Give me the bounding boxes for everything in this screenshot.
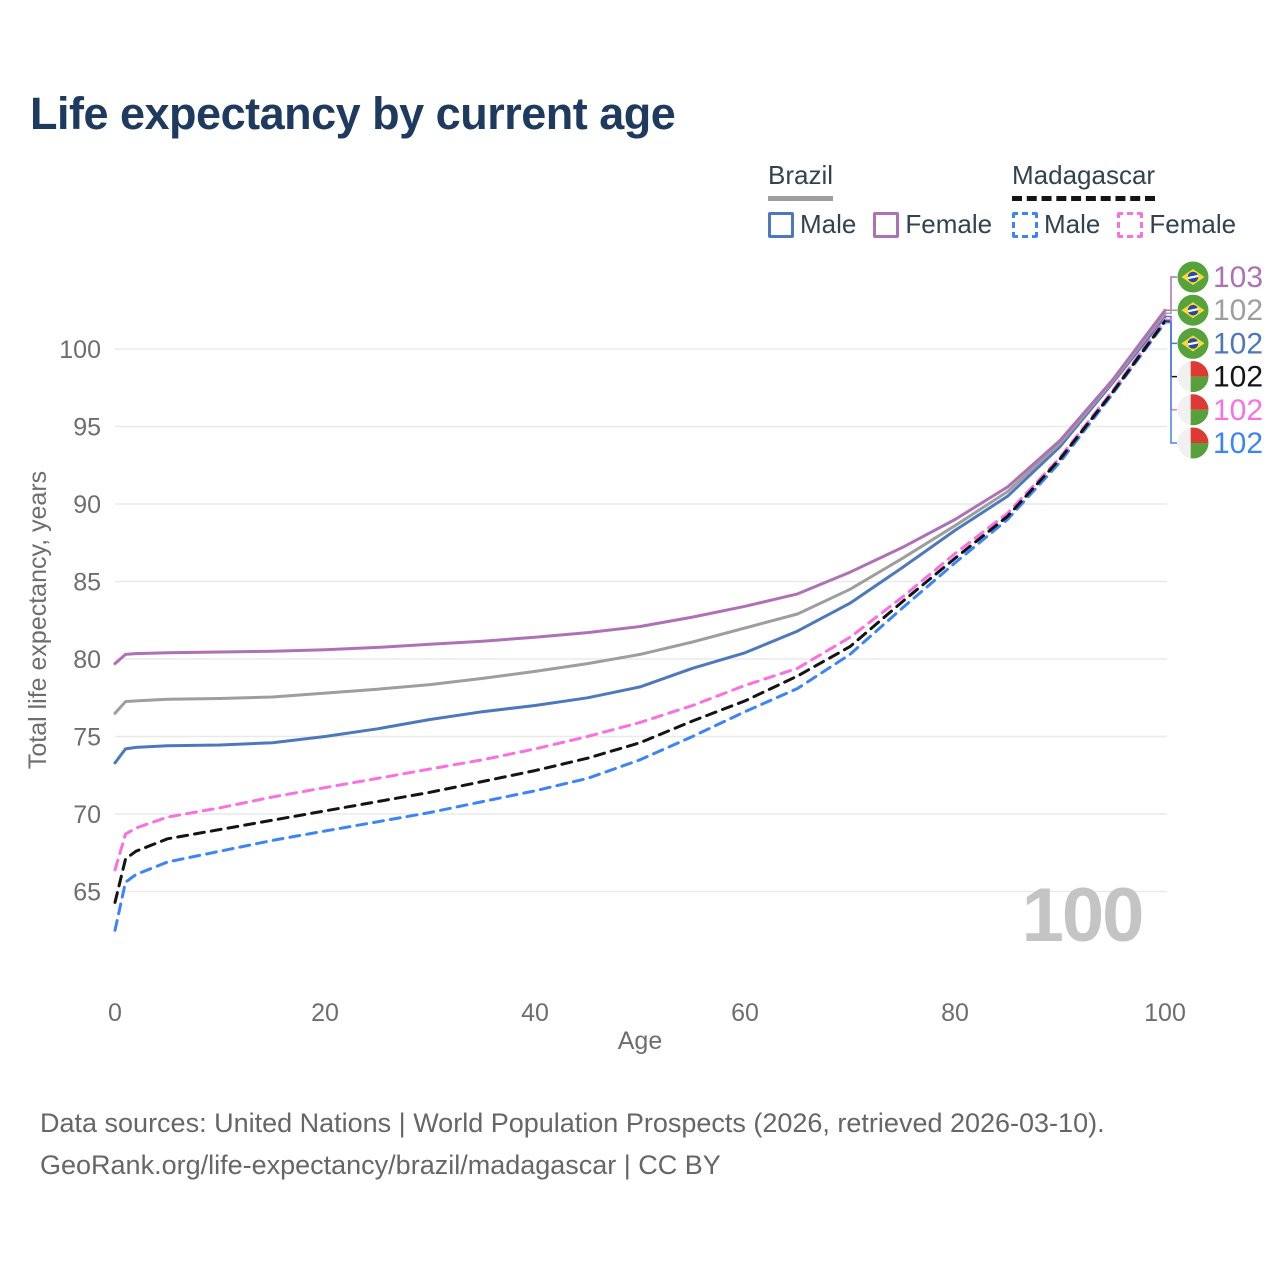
source-url-text: GeoRank.org/life-expectancy/brazil/madag… <box>40 1150 721 1180</box>
y-tick-label: 80 <box>73 646 101 674</box>
leader-line-brazil_female <box>1165 276 1177 312</box>
madagascar-female-swatch <box>1117 211 1144 238</box>
y-tick-label: 85 <box>73 569 101 597</box>
series-line-brazil_female[interactable] <box>113 308 1167 666</box>
legend-item-madagascar-female[interactable]: Female <box>1117 209 1236 240</box>
legend-item-madagascar-male[interactable]: Male <box>1012 209 1100 240</box>
x-tick-label: 60 <box>731 999 759 1027</box>
legend-item-label: Female <box>1149 209 1237 239</box>
leader-line-brazil_all <box>1165 309 1177 315</box>
legend-item-label: Female <box>905 209 993 239</box>
y-tick-label: 65 <box>73 879 101 907</box>
brazil-male-swatch <box>768 211 794 238</box>
end-label-value-brazil_all: 102 <box>1213 294 1263 327</box>
series-line-brazil_male[interactable] <box>113 315 1167 765</box>
x-tick-label: 0 <box>108 999 122 1027</box>
y-tick-label: 95 <box>73 414 101 442</box>
end-label-value-madagascar_male: 102 <box>1213 427 1263 460</box>
y-tick-label: 70 <box>73 801 101 829</box>
legend-group-brazil: Brazil Male Female <box>768 160 992 240</box>
end-label-value-brazil_female: 103 <box>1213 261 1263 294</box>
age-watermark: 100 <box>1022 873 1143 958</box>
data-sources-text: Data sources: United Nations | World Pop… <box>40 1108 1105 1138</box>
legend-item-label: Male <box>800 209 857 239</box>
legend-country-madagascar[interactable]: Madagascar <box>1012 160 1156 201</box>
madagascar-flag-icon <box>1177 361 1209 393</box>
series-line-brazil_all[interactable] <box>113 311 1167 715</box>
y-tick-label: 75 <box>73 724 101 752</box>
y-tick-label: 90 <box>73 491 101 519</box>
series-line-madagascar_male[interactable] <box>113 321 1167 932</box>
x-tick-label: 80 <box>941 999 969 1027</box>
brazil-flag-icon <box>1177 261 1209 293</box>
y-tick-label: 100 <box>59 336 101 364</box>
series-line-madagascar_all[interactable] <box>113 319 1167 904</box>
madagascar-flag-icon <box>1177 427 1209 459</box>
brazil-flag-icon <box>1177 294 1209 326</box>
legend-group-madagascar: Madagascar Male Female <box>1012 160 1236 240</box>
legend: Brazil Male Female Madagascar Male <box>0 160 1280 250</box>
legend-item-brazil-female[interactable]: Female <box>873 209 992 240</box>
legend-item-brazil-male[interactable]: Male <box>768 209 856 240</box>
series-line-madagascar_female[interactable] <box>113 318 1167 872</box>
legend-item-label: Male <box>1044 209 1101 239</box>
madagascar-flag-icon <box>1177 394 1209 426</box>
brazil-flag-icon <box>1177 327 1209 359</box>
y-axis-title: Total life expectancy, years <box>24 471 52 769</box>
x-axis-title: Age <box>618 1027 662 1055</box>
end-label-value-madagascar_all: 102 <box>1213 361 1263 394</box>
legend-country-brazil[interactable]: Brazil <box>768 160 834 201</box>
page-title: Life expectancy by current age <box>30 88 676 139</box>
x-tick-label: 40 <box>521 999 549 1027</box>
end-label-value-madagascar_female: 102 <box>1213 394 1263 427</box>
brazil-female-swatch <box>873 211 900 238</box>
madagascar-male-swatch <box>1012 211 1038 238</box>
leader-line-madagascar_male <box>1165 321 1177 444</box>
x-tick-label: 20 <box>311 999 339 1027</box>
footer-attribution: Data sources: United Nations | World Pop… <box>40 1102 1105 1186</box>
end-label-value-brazil_male: 102 <box>1213 327 1263 360</box>
x-tick-label: 100 <box>1144 999 1186 1027</box>
